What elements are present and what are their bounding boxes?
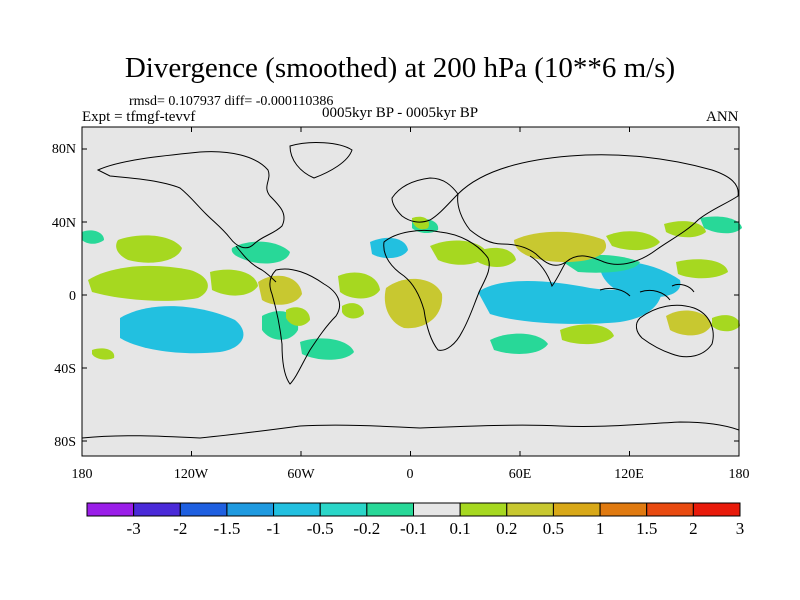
neg-region-south-pac2 xyxy=(300,338,354,360)
season-label: ANN xyxy=(706,109,739,125)
coast-maritime-islands xyxy=(599,283,695,301)
pos-region-nw-pac xyxy=(664,221,706,238)
coast-north-america xyxy=(96,151,285,249)
pos-region-s-atl xyxy=(342,303,364,319)
pos-region-w-pac-south xyxy=(92,348,115,360)
lon-label-120w: 120W xyxy=(173,467,209,482)
coast-india xyxy=(529,255,567,288)
colorbar-label: -2 xyxy=(173,519,188,538)
colorbar-label: 0.1 xyxy=(449,519,471,538)
colorbar-label: -0.5 xyxy=(306,519,334,538)
coast-greenland xyxy=(289,142,353,179)
pos-region-australia xyxy=(666,310,712,336)
pos-region-mediterr xyxy=(412,216,430,230)
coast-europe xyxy=(391,177,459,223)
coast-africa xyxy=(383,229,490,351)
pos-region-sahel xyxy=(430,240,488,265)
colorbar xyxy=(86,502,741,517)
pos-region-north-pac xyxy=(88,265,208,301)
neg-region-s-africa xyxy=(490,333,548,354)
lon-label-0: 0 xyxy=(406,467,414,482)
colorbar-swatch xyxy=(646,502,694,517)
colorbar-label: 0.5 xyxy=(542,519,565,538)
colorbar-swatch xyxy=(226,502,275,517)
neg-region-atlantic-n xyxy=(370,237,408,259)
pos-region-s-indian xyxy=(560,324,614,345)
pos-region-e-asia xyxy=(606,231,660,251)
period-label: 0005kyr BP - 0005kyr BP xyxy=(322,105,479,121)
colorbar-swatch xyxy=(599,502,648,517)
pos-region-amazon xyxy=(258,275,302,305)
coast-antarctica xyxy=(81,421,740,439)
lat-label-40n: 40N xyxy=(51,216,76,231)
pos-region-arabia xyxy=(476,247,516,267)
chart-title: Divergence (smoothed) at 200 hPa (10**6 … xyxy=(124,52,676,84)
colorbar-swatch xyxy=(459,502,508,517)
colorbar-swatch xyxy=(273,502,321,517)
coast-south-america xyxy=(269,268,340,385)
neg-region-se-pacific xyxy=(120,306,244,354)
pos-region-east-pac xyxy=(210,269,258,296)
lon-label-180w: 180 xyxy=(71,467,93,482)
pos-region-s-america-s xyxy=(286,307,310,326)
colorbar-swatch xyxy=(552,502,601,517)
colorbar-label: -1.5 xyxy=(213,519,241,538)
coast-australia xyxy=(635,304,714,358)
neg-region-nw-pac xyxy=(700,216,742,234)
pos-region-s-pacific xyxy=(712,315,740,332)
colorbar-swatch xyxy=(133,502,181,517)
colorbar-label: 3 xyxy=(735,519,745,538)
lat-label-80s: 80S xyxy=(54,435,76,450)
pos-region-atlantic-eq xyxy=(338,272,380,299)
lat-label-80n: 80N xyxy=(51,142,76,157)
colorbar-swatch xyxy=(413,502,461,517)
axis-ticks xyxy=(81,127,740,456)
lat-label-0: 0 xyxy=(69,289,76,304)
colorbar-label: -0.1 xyxy=(400,519,427,538)
colorbar-label: -3 xyxy=(126,519,141,538)
pos-region-pac-trop xyxy=(676,259,728,279)
colorbar-label: 1 xyxy=(595,519,605,538)
coast-asia xyxy=(457,154,739,266)
colorbar-label: -0.2 xyxy=(353,519,381,538)
pos-region-africa xyxy=(384,278,443,329)
colorbar-swatch xyxy=(86,502,135,517)
experiment-label: Expt = tfmgf-tevvf xyxy=(82,109,196,125)
lon-label-60e: 60E xyxy=(508,467,532,482)
coastline-layer xyxy=(81,142,740,439)
lon-label-60w: 60W xyxy=(287,467,315,482)
lon-label-180e: 180 xyxy=(728,467,750,482)
colorbar-label: 2 xyxy=(689,519,698,538)
colorbar-label: -1 xyxy=(266,519,281,538)
colorbar-label: 1.5 xyxy=(636,519,658,538)
rmsd-diff-stats: rmsd= 0.107937 diff= -0.000110386 xyxy=(129,94,334,109)
lat-label-40s: 40S xyxy=(54,362,76,377)
coast-central-america xyxy=(235,245,277,283)
colorbar-swatch xyxy=(366,502,415,517)
neg-region-w-pac-edge xyxy=(82,230,104,244)
colorbar-label: 0.2 xyxy=(496,519,518,538)
colorbar-swatch xyxy=(319,502,368,517)
pos-region-central-pac xyxy=(116,235,182,263)
colorbar-swatch xyxy=(179,502,228,517)
lon-label-120e: 120E xyxy=(614,467,644,482)
colorbar-swatch xyxy=(506,502,554,517)
colorbar-swatch xyxy=(692,502,741,517)
neg-region-indian-ocean xyxy=(478,280,662,324)
